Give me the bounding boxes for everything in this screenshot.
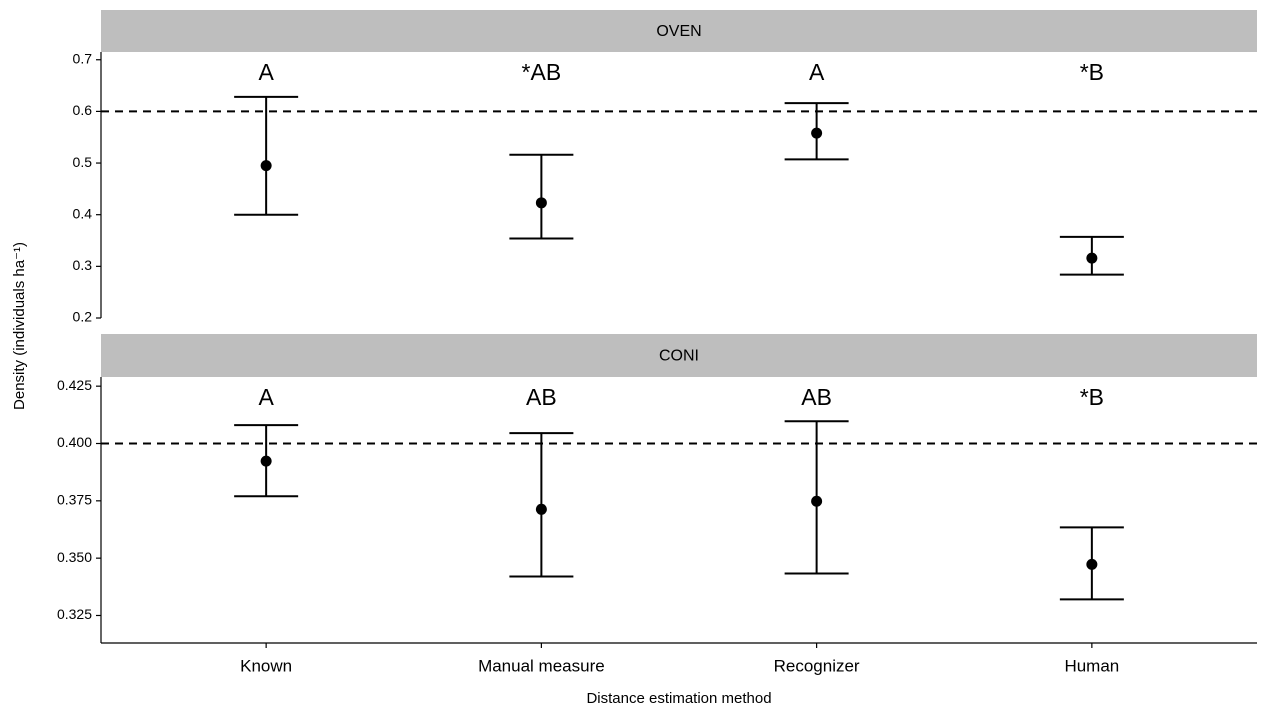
annotation: A (258, 59, 274, 85)
y-tick-label: 0.4 (73, 205, 93, 221)
y-axis-label: Density (individuals ha⁻¹) (11, 242, 28, 410)
annotation: *B (1080, 59, 1104, 85)
y-tick-label: 0.425 (57, 377, 92, 393)
point (535, 503, 547, 515)
y-tick-label: 0.7 (73, 50, 93, 66)
y-tick-label: 0.5 (73, 154, 93, 170)
y-tick-label: 0.375 (57, 492, 92, 508)
point (811, 127, 823, 139)
strip (101, 10, 1257, 52)
annotation: AB (526, 384, 557, 410)
y-tick-label: 0.325 (57, 606, 92, 622)
y-tick-label: 0.3 (73, 257, 93, 273)
point (1086, 558, 1098, 570)
y-tick-label: 0.400 (57, 434, 92, 450)
point (811, 495, 823, 507)
annotation: A (258, 384, 274, 410)
y-tick-label: 0.2 (73, 309, 93, 325)
x-tick-label: Known (240, 656, 292, 675)
annotation: A (809, 59, 825, 85)
x-axis-label: Distance estimation method (586, 690, 771, 707)
point (535, 197, 547, 209)
annotation: AB (801, 384, 832, 410)
point (260, 455, 272, 467)
strip-title: OVEN (656, 23, 701, 40)
y-tick-label: 0.6 (73, 102, 93, 118)
point (260, 160, 272, 172)
x-tick-label: Human (1064, 656, 1119, 675)
strip (101, 334, 1257, 377)
point (1086, 252, 1098, 264)
x-tick-label: Manual measure (478, 656, 605, 675)
x-tick-label: Recognizer (774, 656, 860, 675)
annotation: *B (1080, 384, 1104, 410)
y-tick-label: 0.350 (57, 549, 92, 565)
annotation: *AB (522, 59, 562, 85)
strip-title: CONI (659, 348, 699, 365)
